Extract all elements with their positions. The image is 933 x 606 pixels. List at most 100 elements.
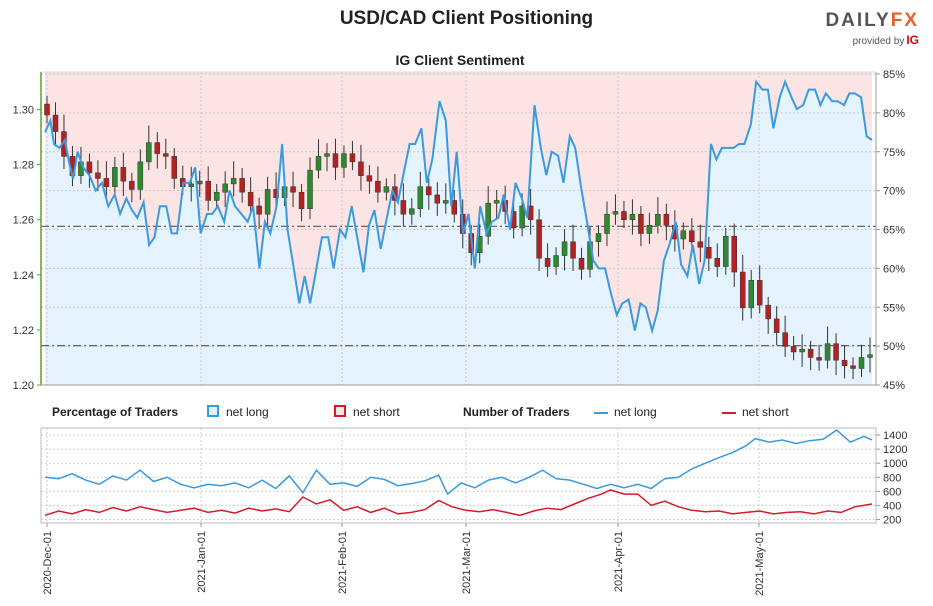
candle-body bbox=[52, 114, 59, 132]
traders-tick-label: 1200 bbox=[883, 444, 907, 456]
net-long-pct-line bbox=[44, 78, 873, 335]
legend-percentage-heading: Percentage of Traders bbox=[52, 405, 179, 419]
candle-body bbox=[417, 186, 424, 209]
logo-ig: IG bbox=[906, 33, 919, 47]
candle-body bbox=[298, 191, 305, 209]
candle-body bbox=[782, 332, 788, 347]
candle-body bbox=[824, 343, 831, 361]
candle-body bbox=[290, 186, 296, 193]
candle-body bbox=[451, 200, 458, 215]
legend-pct-net-short: net short bbox=[353, 405, 400, 419]
traders-tick-label: 600 bbox=[883, 486, 901, 498]
candle-body bbox=[841, 359, 848, 366]
candle-body bbox=[519, 205, 525, 229]
candle-body bbox=[324, 153, 330, 157]
logo-provided-by: provided by bbox=[852, 36, 905, 47]
candle-body bbox=[578, 258, 585, 270]
candle-body bbox=[621, 211, 627, 220]
pct-tick-label: 75% bbox=[883, 147, 905, 159]
candle-body bbox=[536, 219, 542, 259]
candle-body bbox=[171, 156, 178, 179]
chart-subtitle: IG Client Sentiment bbox=[395, 52, 525, 68]
candle-body bbox=[731, 236, 737, 273]
candle-body bbox=[544, 258, 551, 267]
candle-body bbox=[689, 230, 695, 243]
legend-num-long-line bbox=[594, 412, 608, 414]
candle-body bbox=[493, 200, 500, 204]
candle-body bbox=[103, 178, 110, 187]
candle-body bbox=[400, 200, 407, 215]
candle-body bbox=[807, 348, 814, 358]
candle-body bbox=[426, 186, 432, 196]
traders-tick-label: 1000 bbox=[883, 458, 907, 470]
candle-body bbox=[816, 357, 822, 361]
traders-net-long-line bbox=[44, 429, 873, 496]
pct-tick-label: 80% bbox=[883, 108, 905, 120]
price-axes: 1.20 1.22 1.24 1.26 1.28 1.30 45% 50% 55% 60% 65% 7… bbox=[13, 69, 906, 392]
candle-body bbox=[95, 172, 101, 179]
traders-tick-label: 800 bbox=[883, 472, 901, 484]
candle-body bbox=[663, 213, 670, 226]
candle-body bbox=[146, 142, 152, 163]
legend-num-net-long: net long bbox=[614, 405, 657, 419]
candle-body bbox=[375, 180, 381, 193]
candle-body bbox=[833, 343, 839, 361]
candle-body bbox=[205, 180, 211, 201]
candle-body bbox=[86, 161, 93, 174]
traders-tick-label: 400 bbox=[883, 500, 901, 512]
candle-body bbox=[341, 153, 347, 168]
candle-body bbox=[646, 224, 653, 234]
legend-num-short-line bbox=[722, 412, 736, 414]
price-tick-label: 1.22 bbox=[13, 325, 34, 337]
net-long-fill bbox=[45, 81, 872, 385]
candle-body bbox=[434, 194, 441, 204]
price-tick-label: 1.26 bbox=[13, 215, 34, 227]
candle-body bbox=[256, 205, 262, 215]
legend-pct-net-long: net long bbox=[226, 405, 269, 419]
x-tick-label: 2021-May-01 bbox=[754, 531, 766, 596]
pct-tick-label: 65% bbox=[883, 225, 905, 237]
candle-body bbox=[739, 271, 746, 309]
candle-body bbox=[697, 241, 704, 248]
reference-lines bbox=[41, 225, 876, 347]
candle-body bbox=[714, 258, 721, 267]
candle-body bbox=[230, 178, 237, 185]
candle-body bbox=[553, 255, 559, 267]
candle-body bbox=[112, 167, 118, 187]
x-tick-label: 2020-Dec-01 bbox=[42, 531, 54, 595]
candle-body bbox=[706, 247, 712, 259]
candle-body bbox=[247, 191, 254, 207]
traders-lines bbox=[44, 429, 873, 517]
candle-body bbox=[332, 153, 339, 168]
candle-body bbox=[629, 213, 636, 220]
candle-body bbox=[409, 208, 415, 215]
candle-body bbox=[349, 153, 356, 163]
candle-body bbox=[773, 318, 780, 333]
candle-body bbox=[850, 365, 856, 369]
price-tick-label: 1.24 bbox=[13, 270, 34, 282]
pct-tick-label: 85% bbox=[883, 69, 905, 81]
logo-fx: FX bbox=[890, 10, 919, 31]
candle-body bbox=[222, 183, 228, 193]
net-short-fill bbox=[45, 72, 872, 331]
legend-net-long-swatch bbox=[207, 405, 219, 417]
pct-tick-label: 50% bbox=[883, 341, 905, 353]
price-tick-label: 1.30 bbox=[13, 105, 34, 117]
candle-body bbox=[315, 156, 322, 171]
candle-body bbox=[120, 167, 127, 182]
candle-body bbox=[561, 241, 568, 256]
candle-body bbox=[366, 175, 373, 182]
chart-title: USD/CAD Client Positioning bbox=[339, 8, 594, 29]
candle-body bbox=[188, 183, 194, 187]
candle-body bbox=[604, 213, 610, 234]
candle-body bbox=[239, 178, 245, 193]
x-tick-label: 2021-Feb-01 bbox=[337, 531, 349, 594]
candle-body bbox=[799, 348, 805, 353]
net-long-percentage-line bbox=[44, 78, 873, 335]
legend-number-heading: Number of Traders bbox=[463, 405, 570, 419]
candle-body bbox=[756, 280, 763, 306]
candle-body bbox=[196, 180, 203, 185]
candle-body bbox=[213, 191, 220, 201]
candle-body bbox=[44, 103, 50, 116]
